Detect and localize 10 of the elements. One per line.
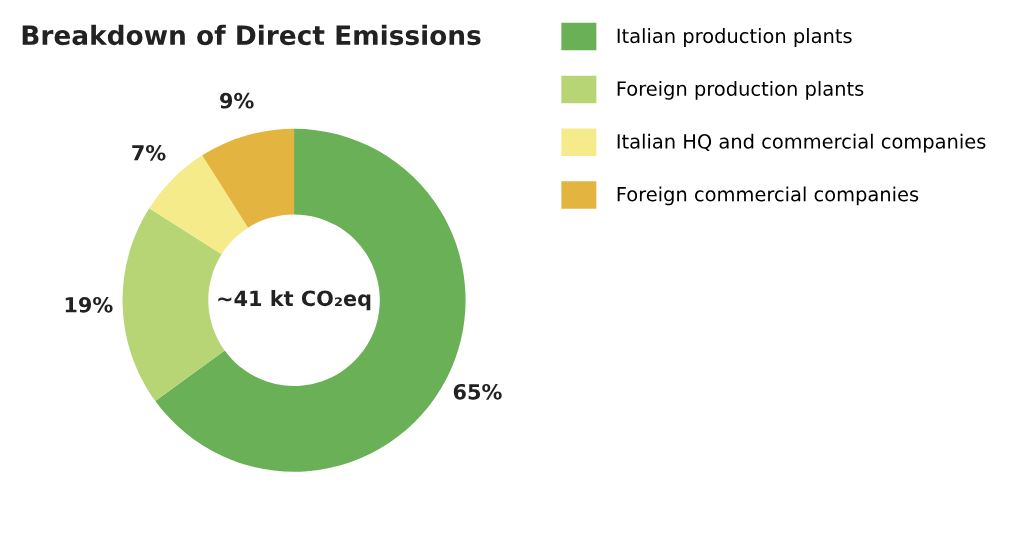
data-label: 65%	[453, 383, 502, 400]
chart-title: Breakdown of Direct Emissions	[22, 24, 481, 46]
text: ~41 kt CO₂eq	[218, 290, 371, 311]
data-label: 19%	[65, 296, 113, 313]
data-label: 9%	[220, 92, 254, 109]
data-label: 7%	[132, 144, 166, 161]
legend-label: Italian production plants	[617, 28, 852, 47]
legend-label: Foreign production plants	[617, 80, 864, 100]
legend-label: Foreign commercial companies	[617, 186, 919, 206]
legend-label: Italian HQ and commercial companies	[617, 133, 986, 153]
